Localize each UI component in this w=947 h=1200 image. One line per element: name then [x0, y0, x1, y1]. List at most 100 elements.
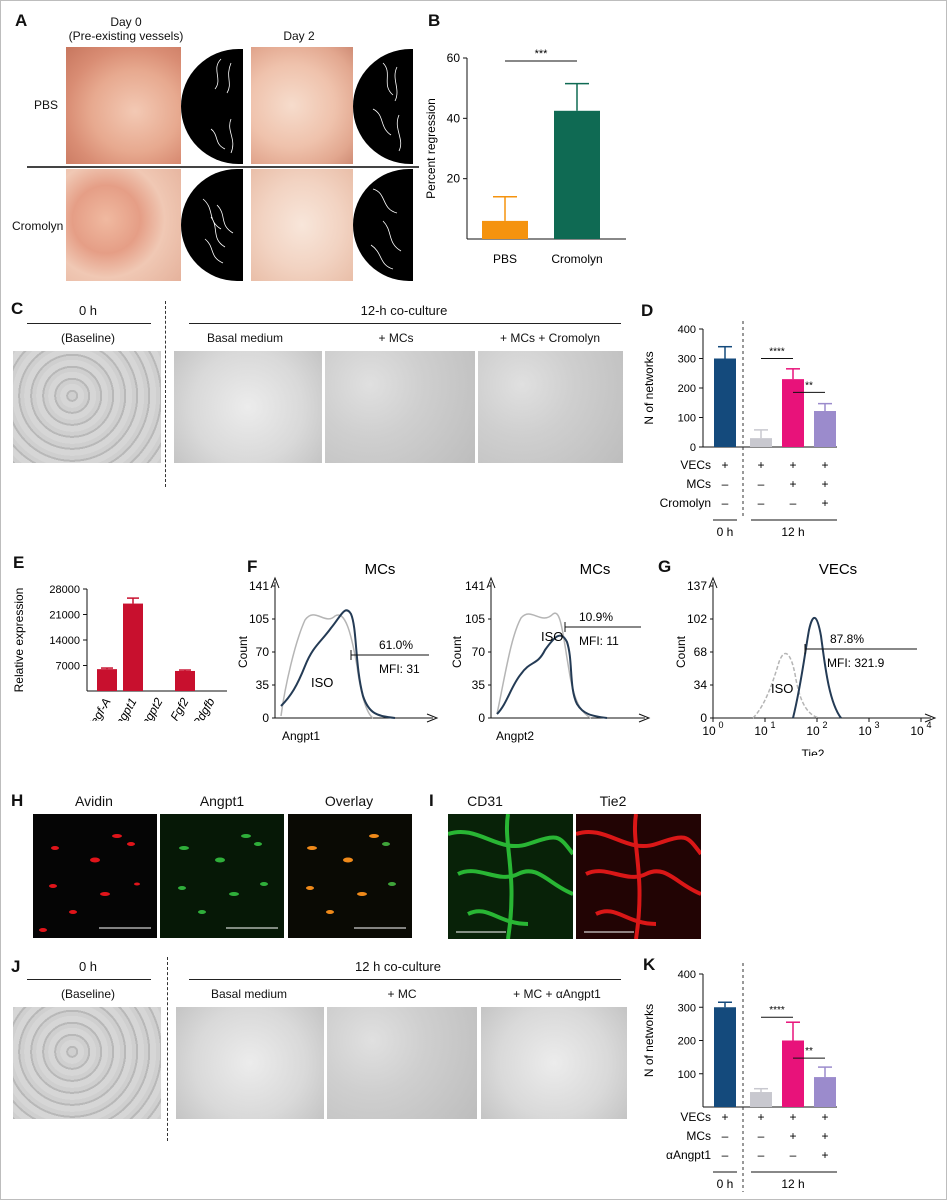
chart-title: VECs — [819, 561, 857, 578]
x-tick-exponent: 3 — [874, 720, 879, 730]
x-tick-exponent: 1 — [770, 720, 775, 730]
x-arrow — [638, 713, 651, 723]
panel-j-left-rule — [27, 979, 151, 980]
table-cell: + — [789, 1110, 796, 1124]
significance-label: **** — [769, 347, 785, 358]
y-axis-label: Count — [236, 635, 250, 668]
micrograph-j-baseline — [13, 1007, 161, 1119]
y-tick-label: 7000 — [56, 661, 80, 673]
panel-c-left-sub: (Baseline) — [60, 331, 116, 345]
panel-label-k: K — [643, 955, 656, 974]
bar — [554, 110, 600, 240]
x-tick-label: 10 — [910, 724, 924, 738]
group-label: 12 h — [781, 1177, 804, 1191]
panel-c-col2: + MCs — [378, 331, 414, 345]
bar — [750, 438, 772, 447]
iso-label: ISO — [541, 629, 563, 644]
y-tick-label: 200 — [678, 1036, 696, 1048]
panel-label-i: I — [429, 791, 434, 810]
y-tick-label: 102 — [687, 612, 707, 626]
panel-a-col1-subtitle: (Pre-existing vessels) — [68, 29, 184, 43]
y-tick-label: 300 — [678, 354, 696, 366]
panel-c-right-head: 12-h co-culture — [360, 303, 448, 318]
y-tick-label: 200 — [678, 383, 696, 395]
panel-a-row-cromolyn: Cromolyn — [12, 219, 64, 233]
bar — [750, 1092, 772, 1107]
panel-i-col1: CD31 — [467, 793, 503, 809]
y-axis-label: Count — [674, 635, 688, 668]
y-tick-label: 0 — [690, 442, 696, 454]
table-cell: – — [758, 1129, 765, 1143]
x-tick-label: 10 — [806, 724, 820, 738]
x-tick-exponent: 4 — [926, 720, 931, 730]
vessel-map-pbs-day0 — [181, 49, 243, 164]
gate-percent: 61.0% — [379, 638, 413, 652]
y-tick-label: 60 — [447, 51, 461, 65]
table-cell: – — [758, 496, 765, 510]
y-axis-label: Count — [450, 635, 464, 668]
panel-j-dashed-divider — [167, 957, 168, 1141]
significance-label: *** — [535, 48, 549, 60]
iso-label: ISO — [311, 675, 333, 690]
y-tick-label: 100 — [678, 413, 696, 425]
y-arrow — [270, 576, 280, 589]
table-cell: + — [821, 1129, 828, 1143]
panel-label-e: E — [13, 553, 25, 572]
panel-j-right-head: 12 h co-culture — [355, 959, 441, 974]
panel-i-col2: Tie2 — [599, 793, 627, 809]
y-tick-label: 141 — [465, 579, 485, 593]
y-tick-label: 137 — [687, 579, 707, 593]
gate-percent: 10.9% — [579, 610, 613, 624]
panel-j-col3: + MC + αAngpt1 — [513, 987, 601, 1001]
micrograph-c-mcs-cromolyn — [478, 351, 623, 463]
panel-label-d: D — [641, 301, 654, 320]
histogram-isotype — [752, 652, 820, 719]
panel-c-left-rule — [27, 323, 151, 324]
table-cell: + — [789, 1129, 796, 1143]
iso-label: ISO — [771, 681, 793, 696]
bar — [123, 603, 143, 691]
x-tick-label: Cromolyn — [551, 252, 602, 266]
y-tick-label: 100 — [678, 1069, 696, 1081]
panel-a-col2-title: Day 2 — [283, 29, 315, 43]
y-arrow — [486, 576, 496, 589]
table-cell: – — [722, 477, 729, 491]
table-row-label: MCs — [686, 477, 711, 491]
fluorescence-angpt1 — [160, 814, 284, 938]
panel-j-left-head: 0 h — [78, 959, 98, 974]
table-cell: + — [757, 458, 764, 472]
x-arrow — [924, 713, 937, 723]
eye-photo-cromolyn-day0 — [66, 169, 181, 281]
y-tick-label: 70 — [472, 645, 486, 659]
panel-c-right-rule — [189, 323, 621, 324]
x-tick-label: PBS — [493, 252, 517, 266]
vessel-map-pbs-day2 — [353, 49, 413, 164]
bar — [814, 411, 836, 447]
gate-percent: 87.8% — [830, 632, 864, 646]
histogram-stained — [496, 634, 608, 719]
panel-c-col1: Basal medium — [206, 331, 284, 345]
table-cell: + — [757, 1110, 764, 1124]
x-tick-label: Pdgfb — [190, 695, 218, 721]
panel-label-f: F — [247, 557, 258, 576]
y-tick-label: 0 — [262, 711, 269, 725]
eye-photo-cromolyn-day2 — [251, 169, 353, 281]
y-tick-label: 141 — [249, 579, 269, 593]
x-tick-exponent: 2 — [822, 720, 827, 730]
y-tick-label: 28000 — [49, 584, 80, 596]
x-tick-label: 10 — [702, 724, 716, 738]
panel-label-h: H — [11, 791, 24, 810]
fluorescence-avidin — [33, 814, 157, 938]
histogram-stained — [792, 617, 842, 719]
fluorescence-tie2 — [576, 814, 701, 939]
fluorescence-overlay — [288, 814, 412, 938]
table-cell: – — [790, 496, 797, 510]
chart-title: MCs — [365, 561, 396, 578]
bar — [97, 669, 117, 691]
table-cell: + — [821, 458, 828, 472]
table-row-label: VECs — [680, 458, 711, 472]
vessel-map-cromolyn-day0 — [181, 169, 243, 281]
panel-h-col1: Avidin — [75, 793, 113, 809]
table-cell: – — [722, 1129, 729, 1143]
